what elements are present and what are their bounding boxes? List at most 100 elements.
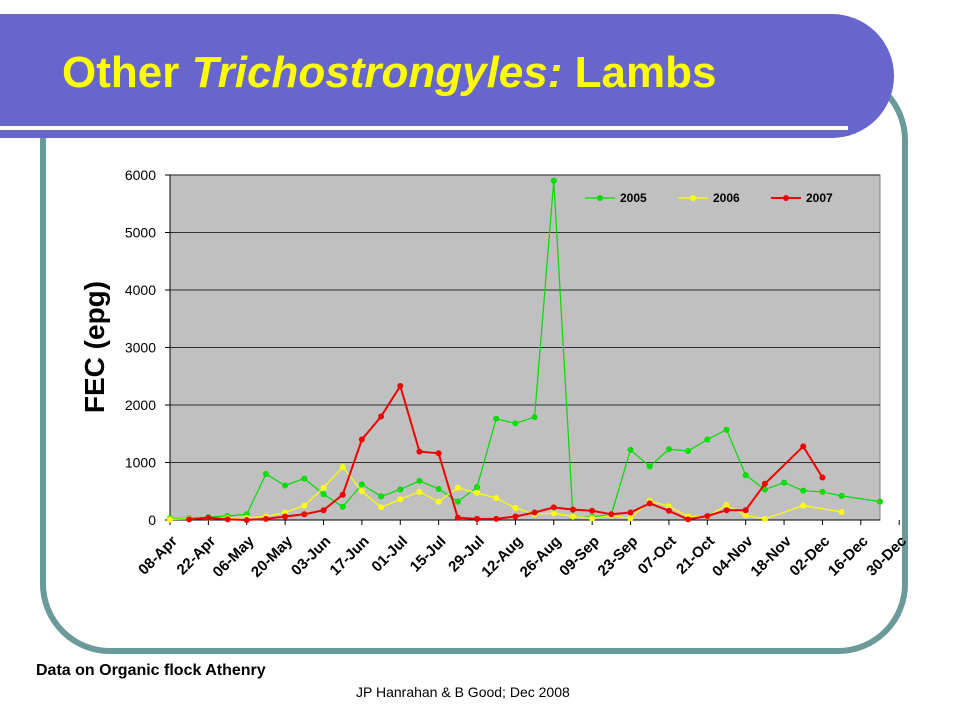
data-point-2005 — [397, 486, 404, 493]
data-point-2007 — [358, 436, 365, 443]
author-credit: JP Hanrahan & B Good; Dec 2008 — [356, 684, 570, 700]
y-tick-label: 1000 — [125, 455, 156, 471]
data-point-2007 — [665, 507, 672, 514]
data-point-2006 — [339, 464, 346, 471]
data-point-2006 — [454, 484, 461, 491]
data-source-note: Data on Organic flock Athenry — [36, 662, 266, 679]
data-point-2006 — [301, 502, 308, 509]
slide-title: Other Trichostrongyles: Lambs — [62, 48, 716, 98]
data-point-2007 — [742, 507, 749, 514]
data-point-2007 — [282, 513, 289, 520]
data-point-2005 — [723, 426, 730, 433]
y-tick-label: 0 — [148, 512, 156, 528]
x-tick-label: 12-Aug — [478, 533, 526, 581]
data-point-2006 — [550, 510, 557, 517]
data-point-2005 — [627, 446, 634, 453]
x-tick-label: 03-Jun — [288, 533, 334, 579]
data-point-2006 — [800, 502, 807, 509]
x-tick-label: 23-Sep — [595, 533, 642, 580]
data-point-2005 — [781, 479, 788, 486]
title-bar — [0, 14, 894, 138]
data-point-2006 — [320, 484, 327, 491]
data-point-2005 — [550, 177, 557, 184]
data-point-2006 — [838, 508, 845, 515]
data-point-2006 — [435, 498, 442, 505]
data-point-2005 — [474, 484, 481, 491]
data-point-2006 — [493, 495, 500, 502]
data-point-2005 — [800, 487, 807, 494]
data-point-2005 — [339, 503, 346, 510]
y-tick-label: 4000 — [125, 282, 156, 298]
x-tick-label: 09-Sep — [556, 533, 603, 580]
x-tick-label: 26-Aug — [517, 533, 565, 581]
data-point-2006 — [378, 504, 385, 511]
x-tick-label: 06-May — [210, 532, 258, 580]
data-point-2006 — [416, 488, 423, 495]
data-point-2005 — [435, 485, 442, 492]
data-point-2007 — [550, 504, 557, 511]
data-point-2005 — [742, 472, 749, 479]
legend-label-2006: 2006 — [713, 191, 740, 205]
data-point-2006 — [742, 512, 749, 519]
data-point-2005 — [838, 492, 845, 499]
legend-marker-2006 — [690, 195, 696, 201]
data-point-2005 — [282, 482, 289, 489]
data-point-2007 — [454, 514, 461, 521]
data-point-2005 — [493, 415, 500, 422]
data-point-2006 — [569, 513, 576, 520]
y-tick-label: 6000 — [125, 167, 156, 183]
data-point-2007 — [761, 480, 768, 487]
data-point-2006 — [358, 488, 365, 495]
x-tick-label: 18-Nov — [747, 532, 795, 580]
data-point-2005 — [320, 491, 327, 498]
x-tick-label: 04-Nov — [709, 532, 757, 580]
data-point-2005 — [454, 498, 461, 505]
y-tick-label: 2000 — [125, 397, 156, 413]
title-underline — [0, 126, 848, 130]
x-tick-label: 15-Jul — [407, 533, 450, 576]
data-point-2007 — [704, 512, 711, 519]
legend-marker-2005 — [597, 195, 603, 201]
x-tick-label: 17-Jun — [327, 533, 373, 579]
data-point-2007 — [320, 507, 327, 514]
data-point-2007 — [646, 500, 653, 507]
data-point-2007 — [378, 413, 385, 420]
data-point-2007 — [416, 448, 423, 455]
data-point-2006 — [723, 502, 730, 509]
data-point-2007 — [493, 515, 500, 522]
data-point-2007 — [608, 511, 615, 518]
data-point-2005 — [531, 414, 538, 421]
series-line-2006 — [169, 466, 842, 520]
data-point-2005 — [262, 471, 269, 477]
data-point-2005 — [378, 493, 385, 500]
data-point-2007 — [819, 474, 826, 481]
x-tick-label: 08-Apr — [135, 533, 181, 579]
data-point-2007 — [262, 515, 269, 522]
data-point-2005 — [512, 420, 519, 427]
data-point-2007 — [589, 507, 596, 514]
x-tick-label: 30-Dec — [863, 533, 910, 580]
data-point-2007 — [800, 443, 807, 450]
data-point-2007 — [397, 383, 404, 390]
data-point-2005 — [416, 477, 423, 484]
title-text-italic: Trichostrongyles: — [191, 48, 563, 97]
data-point-2007 — [512, 513, 519, 520]
data-point-2006 — [627, 515, 634, 522]
data-point-2007 — [435, 450, 442, 457]
data-point-2006 — [474, 489, 481, 496]
data-point-2007 — [569, 506, 576, 513]
data-point-2006 — [761, 515, 768, 522]
x-tick-label: 01-Jul — [368, 533, 411, 576]
data-point-2005 — [358, 481, 365, 488]
data-point-2005 — [761, 486, 768, 493]
data-point-2006 — [512, 504, 519, 511]
x-tick-label: 20-May — [248, 532, 296, 580]
legend-label-2007: 2007 — [806, 191, 833, 205]
x-tick-label: 07-Oct — [635, 533, 680, 578]
data-point-2007 — [685, 516, 692, 523]
data-point-2007 — [723, 507, 730, 514]
data-point-2007 — [301, 511, 308, 518]
title-text-normal: Other — [62, 48, 192, 97]
data-point-2007 — [339, 491, 346, 498]
